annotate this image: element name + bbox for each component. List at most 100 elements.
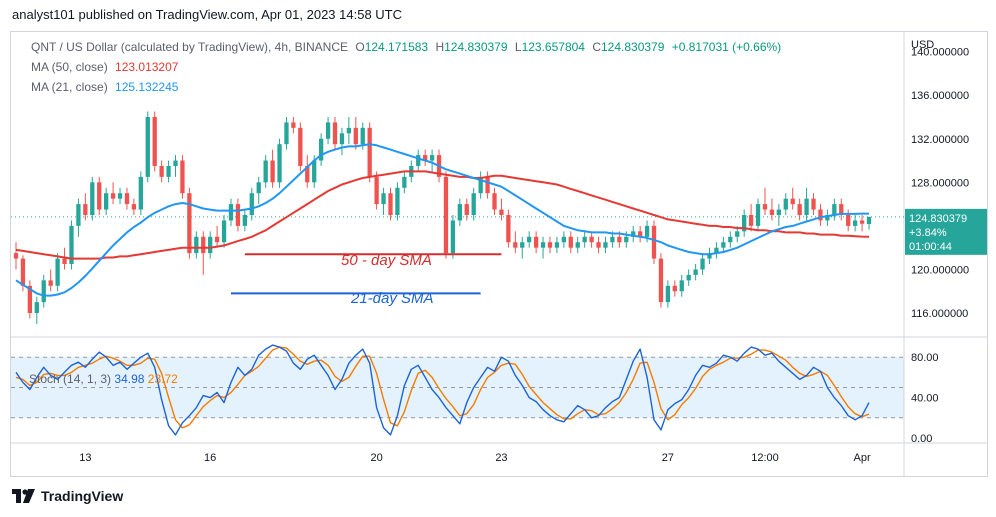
candle-body	[381, 193, 386, 205]
stoch-tick-label: 0.00	[911, 433, 932, 445]
candle-body	[20, 258, 26, 286]
change-value: +0.817031 (+0.66%)	[671, 40, 782, 54]
candle-body	[686, 274, 691, 281]
candle-body	[540, 242, 546, 248]
candle-body	[811, 198, 816, 210]
candle-body	[228, 204, 234, 221]
ma50-line	[15, 170, 870, 260]
candle-body	[13, 253, 19, 259]
low-value: 123.657804	[521, 40, 585, 54]
candle-body	[97, 182, 102, 210]
candle-body	[34, 302, 39, 314]
candle-body	[187, 193, 192, 254]
candle-body	[194, 236, 199, 254]
candle-body	[69, 225, 74, 265]
candle-body	[825, 215, 830, 221]
candle-body	[353, 127, 358, 145]
ma50-label: MA (50, close)	[31, 60, 108, 74]
candle-body	[457, 204, 462, 221]
candle-body	[423, 155, 428, 161]
candle-body	[575, 242, 580, 248]
candle-body	[693, 269, 698, 275]
candle-body	[145, 116, 150, 177]
ma50-legend: MA (50, close) 123.013207	[31, 60, 182, 74]
candle-body	[707, 253, 712, 259]
candle-body	[485, 176, 490, 194]
price-tick-label: 128.000000	[911, 177, 969, 189]
candle-body	[416, 155, 421, 166]
currency-label: USD	[911, 39, 934, 51]
candle-body	[742, 215, 747, 232]
candle-body	[672, 285, 677, 292]
candle-body	[159, 165, 164, 177]
candle-body	[665, 285, 671, 303]
stoch-tick-label: 40.00	[911, 393, 939, 405]
low-label: L	[514, 40, 522, 54]
time-tick-label: Apr	[854, 452, 871, 464]
candle-body	[790, 198, 795, 205]
time-tick-label: 13	[79, 452, 91, 464]
time-tick-label: 16	[204, 452, 216, 464]
candle-body	[332, 122, 338, 145]
candle-body	[513, 242, 518, 248]
candle-body	[728, 236, 733, 243]
tradingview-logo-icon	[12, 489, 35, 503]
sma50-annotation: 50 - day SMA	[341, 252, 432, 269]
candle-body	[41, 280, 46, 303]
candle-body	[214, 236, 220, 243]
candle-body	[284, 122, 289, 145]
stoch-tick-label: 80.00	[911, 352, 939, 364]
ma21-legend: MA (21, close) 125.132245	[31, 80, 182, 94]
candle-body	[651, 225, 657, 259]
stoch-k-value: 34.98	[114, 372, 145, 386]
candle-body	[395, 187, 400, 215]
tradingview-footer[interactable]: TradingView	[12, 488, 123, 504]
candle-body	[846, 215, 851, 226]
candle-body	[520, 242, 525, 248]
candle-body	[527, 236, 532, 243]
candle-body	[305, 165, 310, 183]
symbol-legend: QNT / US Dollar (calculated by TradingVi…	[31, 40, 785, 54]
ma50-value: 123.013207	[115, 60, 179, 74]
candle-body	[755, 204, 761, 226]
stoch-band	[11, 357, 904, 418]
price-tag-value: 124.830379	[909, 213, 967, 225]
high-value: 124.830379	[444, 40, 508, 54]
candle-body	[582, 236, 587, 243]
stoch-d-value: 23.72	[147, 372, 178, 386]
candle-body	[478, 176, 483, 194]
candle-body	[312, 160, 317, 183]
candle-body	[679, 280, 684, 292]
symbol-title: QNT / US Dollar (calculated by TradingVi…	[31, 40, 349, 54]
high-label: H	[435, 40, 445, 54]
candle-body	[637, 231, 643, 237]
time-tick-label: 23	[495, 452, 507, 464]
stoch-legend: Stoch (14, 1, 3) 34.98 23.72	[29, 372, 178, 386]
time-tick-label: 12:00	[751, 452, 779, 464]
candle-body	[298, 127, 303, 166]
candle-body	[339, 133, 345, 145]
close-value: 124.830379	[600, 40, 665, 54]
candle-body	[783, 198, 788, 210]
candle-body	[735, 231, 740, 237]
candle-body	[866, 216, 872, 225]
candle-body	[117, 193, 123, 199]
candle-body	[631, 231, 636, 237]
price-tag-countdown: 01:00:44	[909, 241, 952, 253]
candle-body	[124, 193, 130, 205]
candle-body	[568, 236, 573, 248]
candle-body	[55, 258, 60, 286]
candle-body	[138, 176, 143, 210]
candle-body	[443, 176, 449, 254]
tradingview-brand: TradingView	[41, 488, 124, 504]
candle-body	[506, 215, 511, 243]
chart-frame[interactable]: USD 140.000000 136.000000 132.000000 128.000…	[10, 31, 988, 477]
candle-body	[492, 193, 497, 210]
candle-body	[76, 204, 81, 226]
candle-body	[839, 204, 844, 215]
sma21-annotation: 21-day SMA	[350, 290, 434, 307]
candle-body	[658, 258, 664, 303]
candle-body	[62, 258, 67, 265]
candle-body	[90, 182, 95, 215]
